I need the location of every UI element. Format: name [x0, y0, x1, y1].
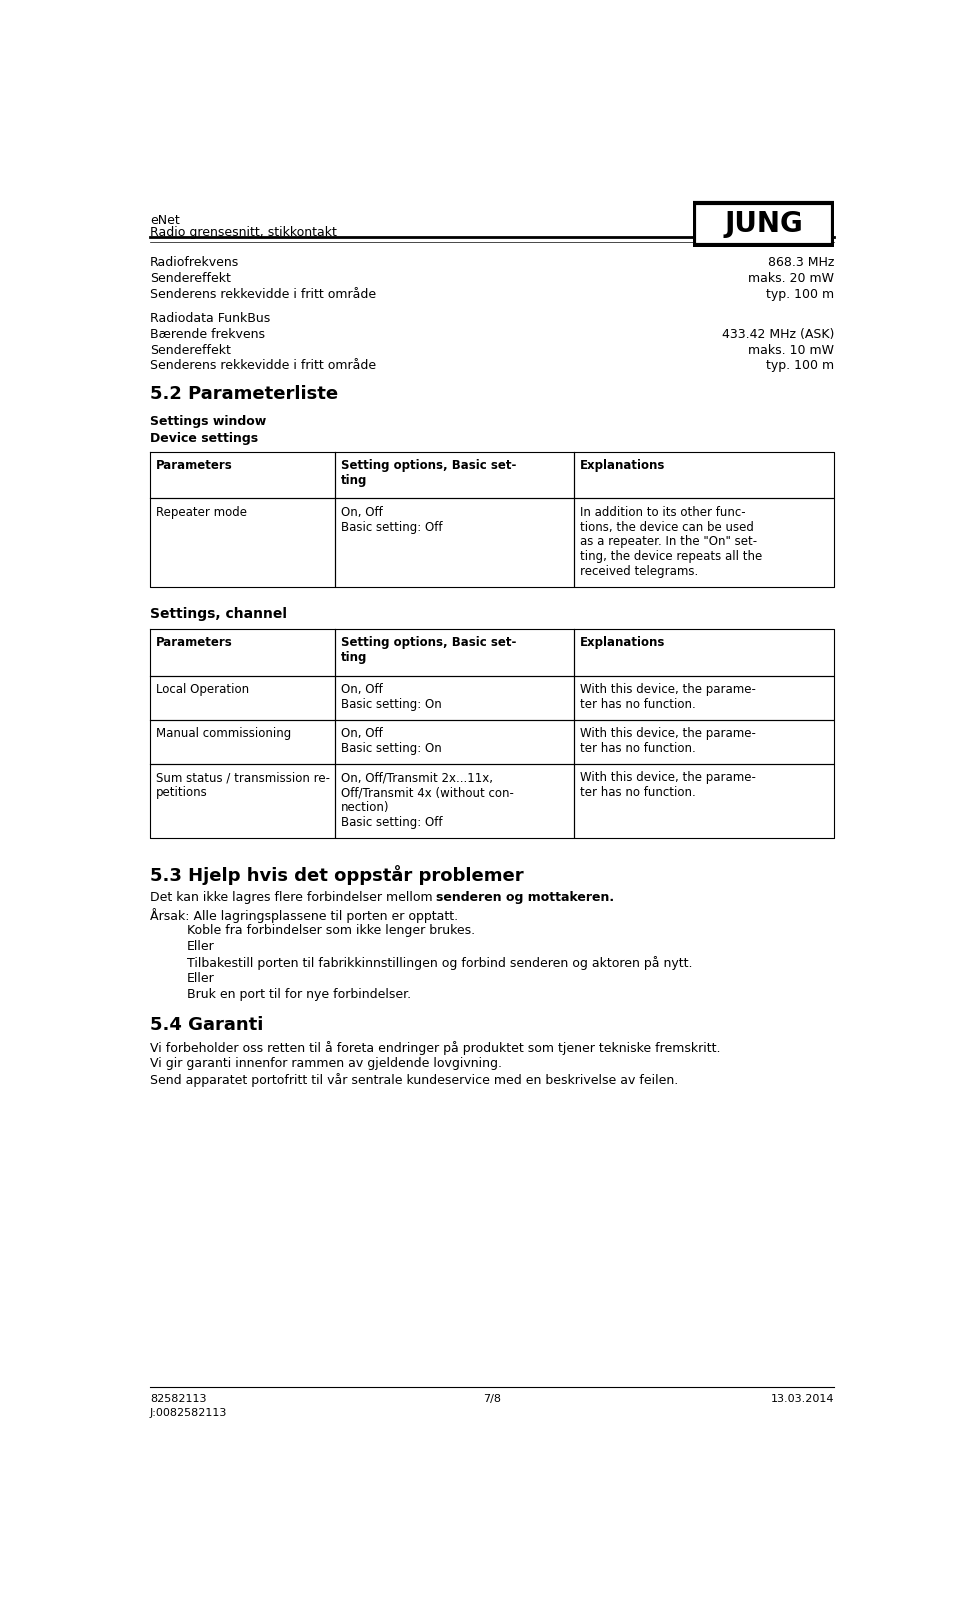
Text: Eller: Eller	[187, 973, 215, 985]
Text: Parameters: Parameters	[156, 458, 232, 473]
Text: Repeater mode: Repeater mode	[156, 506, 247, 519]
Text: 868.3 MHz: 868.3 MHz	[768, 256, 834, 268]
Text: Eller: Eller	[187, 941, 215, 953]
Text: With this device, the parame-: With this device, the parame-	[580, 727, 756, 739]
Text: Basic setting: Off: Basic setting: Off	[341, 521, 442, 533]
Text: maks. 20 mW: maks. 20 mW	[748, 271, 834, 284]
Text: petitions: petitions	[156, 786, 207, 798]
Text: On, Off: On, Off	[341, 727, 382, 739]
Text: ter has no function.: ter has no function.	[580, 786, 696, 798]
Text: Tilbakestill porten til fabrikkinnstillingen og forbind senderen og aktoren på n: Tilbakestill porten til fabrikkinnstilli…	[187, 957, 692, 969]
Text: In addition to its other func-: In addition to its other func-	[580, 506, 746, 519]
Text: typ. 100 m: typ. 100 m	[766, 359, 834, 372]
Text: 433.42 MHz (ASK): 433.42 MHz (ASK)	[722, 327, 834, 340]
Text: 7/8: 7/8	[483, 1394, 501, 1404]
Text: Sum status / transmission re-: Sum status / transmission re-	[156, 771, 329, 784]
Text: Vi gir garanti innenfor rammen av gjeldende lovgivning.: Vi gir garanti innenfor rammen av gjelde…	[150, 1057, 502, 1070]
Text: typ. 100 m: typ. 100 m	[766, 287, 834, 300]
Text: maks. 10 mW: maks. 10 mW	[748, 343, 834, 356]
Text: Vi forbeholder oss retten til å foreta endringer på produktet som tjener teknisk: Vi forbeholder oss retten til å foreta e…	[150, 1041, 720, 1054]
Text: Det kan ikke lagres flere forbindelser mellom: Det kan ikke lagres flere forbindelser m…	[150, 891, 437, 904]
Text: eNet: eNet	[150, 214, 180, 227]
Text: 5.4 Garanti: 5.4 Garanti	[150, 1016, 263, 1035]
Text: 5.3 Hjelp hvis det oppstår problemer: 5.3 Hjelp hvis det oppstår problemer	[150, 866, 523, 885]
Text: Basic setting: Off: Basic setting: Off	[341, 816, 442, 829]
Text: Settings, channel: Settings, channel	[150, 607, 287, 621]
Text: ting, the device repeats all the: ting, the device repeats all the	[580, 549, 762, 564]
Text: Explanations: Explanations	[580, 458, 665, 473]
Text: 82582113: 82582113	[150, 1394, 206, 1404]
Text: senderen og mottakeren.: senderen og mottakeren.	[437, 891, 614, 904]
Text: Explanations: Explanations	[580, 636, 665, 648]
Text: Device settings: Device settings	[150, 433, 258, 446]
Text: nection): nection)	[341, 802, 389, 814]
Text: Basic setting: On: Basic setting: On	[341, 743, 442, 755]
Text: Basic setting: On: Basic setting: On	[341, 698, 442, 711]
Text: On, Off: On, Off	[341, 506, 382, 519]
Text: ter has no function.: ter has no function.	[580, 698, 696, 711]
Text: received telegrams.: received telegrams.	[580, 565, 698, 578]
Text: 13.03.2014: 13.03.2014	[771, 1394, 834, 1404]
Text: Parameters: Parameters	[156, 636, 232, 648]
Text: ting: ting	[341, 474, 367, 487]
Text: With this device, the parame-: With this device, the parame-	[580, 684, 756, 696]
Text: as a repeater. In the "On" set-: as a repeater. In the "On" set-	[580, 535, 757, 548]
Text: Settings window: Settings window	[150, 415, 266, 428]
Text: ting: ting	[341, 652, 367, 664]
Text: Sendereffekt: Sendereffekt	[150, 271, 230, 284]
Text: tions, the device can be used: tions, the device can be used	[580, 521, 754, 533]
Text: Koble fra forbindelser som ikke lenger brukes.: Koble fra forbindelser som ikke lenger b…	[187, 925, 475, 937]
Text: 5.2 Parameterliste: 5.2 Parameterliste	[150, 385, 338, 404]
Text: On, Off: On, Off	[341, 684, 382, 696]
Text: ter has no function.: ter has no function.	[580, 743, 696, 755]
Text: Local Operation: Local Operation	[156, 684, 249, 696]
Text: On, Off/Transmit 2x...11x,: On, Off/Transmit 2x...11x,	[341, 771, 492, 784]
Text: J:0082582113: J:0082582113	[150, 1409, 228, 1418]
Text: Setting options, Basic set-: Setting options, Basic set-	[341, 458, 516, 473]
Text: Radiofrekvens: Radiofrekvens	[150, 256, 239, 268]
Text: Bærende frekvens: Bærende frekvens	[150, 327, 265, 340]
Text: Off/Transmit 4x (without con-: Off/Transmit 4x (without con-	[341, 786, 514, 798]
Text: Setting options, Basic set-: Setting options, Basic set-	[341, 636, 516, 648]
Text: Send apparatet portofritt til vår sentrale kundeservice med en beskrivelse av fe: Send apparatet portofritt til vår sentra…	[150, 1073, 678, 1086]
Text: With this device, the parame-: With this device, the parame-	[580, 771, 756, 784]
Text: Sendereffekt: Sendereffekt	[150, 343, 230, 356]
Text: Senderens rekkevidde i fritt område: Senderens rekkevidde i fritt område	[150, 359, 376, 372]
Text: Radiodata FunkBus: Radiodata FunkBus	[150, 311, 270, 324]
Text: Radio grensesnitt, stikkontakt: Radio grensesnitt, stikkontakt	[150, 227, 337, 240]
Text: Årsak: Alle lagringsplassene til porten er opptatt.: Årsak: Alle lagringsplassene til porten …	[150, 909, 458, 923]
Text: Senderens rekkevidde i fritt område: Senderens rekkevidde i fritt område	[150, 287, 376, 300]
Text: Manual commissioning: Manual commissioning	[156, 727, 291, 739]
Text: Bruk en port til for nye forbindelser.: Bruk en port til for nye forbindelser.	[187, 989, 411, 1001]
